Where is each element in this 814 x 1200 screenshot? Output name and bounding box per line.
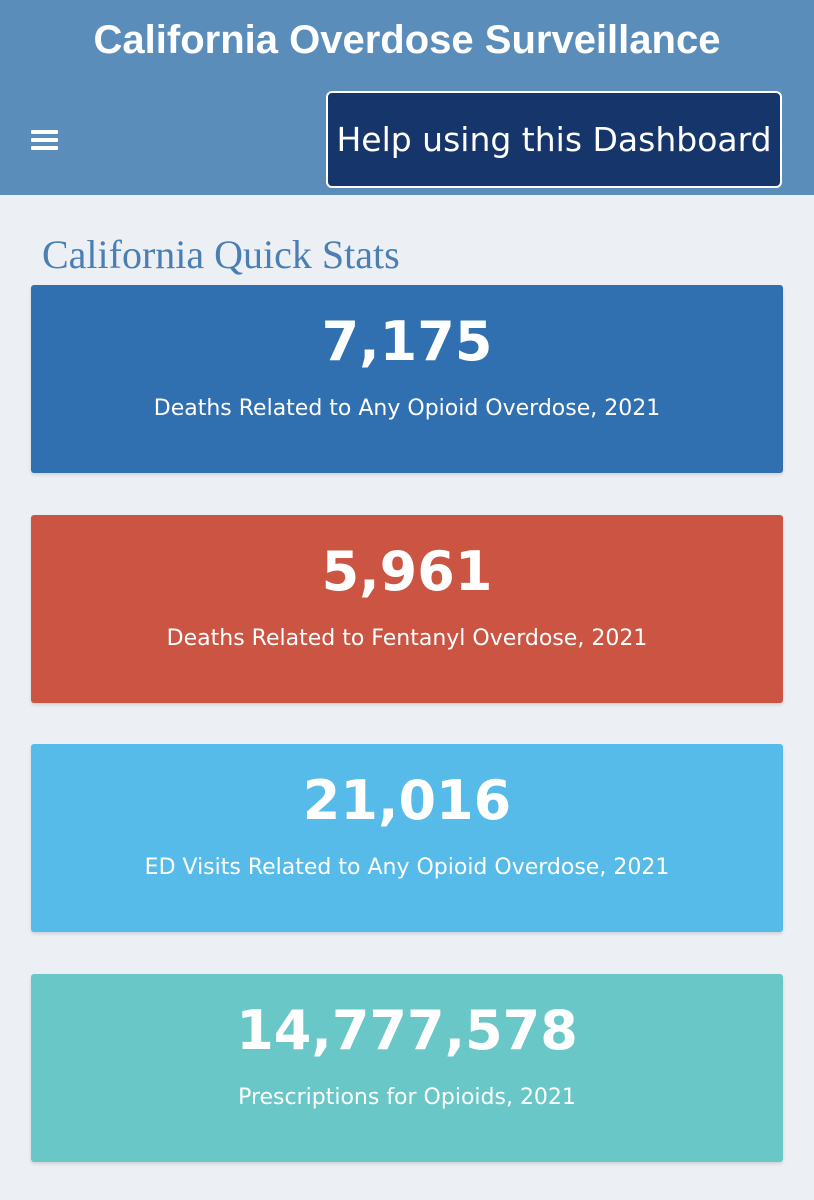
app-title: California Overdose Surveillance (93, 18, 721, 62)
stat-value: 14,777,578 (236, 999, 578, 1062)
menu-bar (31, 146, 58, 150)
stat-label: ED Visits Related to Any Opioid Overdose… (144, 855, 670, 880)
stat-value: 7,175 (321, 310, 493, 373)
stat-label: Deaths Related to Any Opioid Overdose, 2… (153, 396, 661, 421)
stat-label: Prescriptions for Opioids, 2021 (238, 1085, 576, 1110)
hamburger-menu-icon[interactable] (24, 118, 68, 162)
stat-card-ed-visits: 21,016 ED Visits Related to Any Opioid O… (31, 744, 783, 932)
stat-card-fentanyl-deaths: 5,961 Deaths Related to Fentanyl Overdos… (31, 515, 783, 703)
stat-value: 5,961 (321, 540, 493, 603)
menu-bar (31, 130, 58, 134)
top-header: California Overdose Surveillance Help us… (0, 0, 814, 195)
stat-value: 21,016 (302, 769, 512, 832)
stat-label: Deaths Related to Fentanyl Overdose, 202… (166, 626, 648, 651)
stat-card-opioid-deaths: 7,175 Deaths Related to Any Opioid Overd… (31, 285, 783, 473)
menu-bar (31, 138, 58, 142)
stat-card-prescriptions: 14,777,578 Prescriptions for Opioids, 20… (31, 974, 783, 1162)
help-dashboard-button[interactable]: Help using this Dashboard (326, 91, 782, 188)
section-title: California Quick Stats (42, 232, 400, 277)
